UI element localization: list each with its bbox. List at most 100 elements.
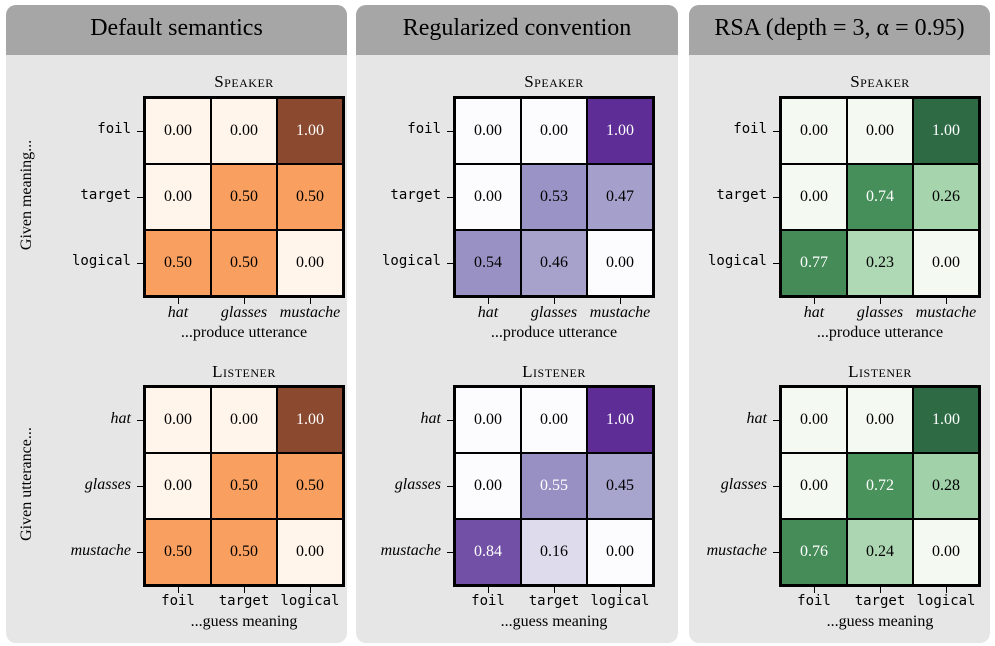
row-label: logical — [707, 253, 767, 269]
heatmap-cell: 0.76 — [781, 519, 847, 585]
heatmap-cell: 0.50 — [211, 453, 277, 519]
heatmap-cell: 0.00 — [781, 453, 847, 519]
panel-header: Default semantics — [6, 5, 347, 55]
speaker-x-caption: ...produce utterance — [180, 324, 308, 341]
heatmap-cell: 1.00 — [277, 98, 343, 164]
col-label: logical — [916, 593, 976, 609]
speaker-title: Speaker — [524, 72, 584, 91]
heatmap-cell: 0.00 — [781, 164, 847, 230]
heatmap-cell: 0.00 — [145, 453, 211, 519]
listener-x-caption: ...guess meaning — [190, 613, 298, 630]
heatmap-cell: 0.00 — [455, 453, 521, 519]
listener-x-caption: ...guess meaning — [500, 613, 608, 630]
heatmap-cell: 0.00 — [587, 230, 653, 296]
col-tick — [178, 298, 180, 304]
heatmap-cell: 0.00 — [277, 519, 343, 585]
col-label: glasses — [530, 304, 578, 321]
heatmap-cell: 0.47 — [587, 164, 653, 230]
panel-header: Regularized convention — [356, 5, 678, 55]
col-tick — [554, 587, 556, 593]
row-tick — [137, 263, 143, 265]
col-label: mustache — [915, 304, 977, 321]
col-label: hat — [803, 304, 825, 321]
heatmap-cell: 0.00 — [145, 98, 211, 164]
speaker-heatmap: 0.00 0.00 1.00 0.00 0.53 0.47 0.54 0.46 0.00 — [453, 96, 655, 298]
speaker-x-caption: ...produce utterance — [490, 324, 618, 341]
row-tick — [773, 197, 779, 199]
row-label: foil — [407, 121, 441, 137]
heatmap-cell: 0.00 — [781, 387, 847, 453]
col-tick — [310, 587, 312, 593]
col-label: foil — [797, 593, 831, 609]
heatmap-cell: 0.00 — [521, 98, 587, 164]
row-tick — [447, 263, 453, 265]
col-tick — [244, 298, 246, 304]
row-label: target — [716, 187, 767, 203]
row-label: foil — [97, 121, 131, 137]
heatmap-cell: 0.54 — [455, 230, 521, 296]
listener-title: Listener — [848, 362, 912, 381]
row-tick — [137, 197, 143, 199]
row-label: mustache — [70, 542, 131, 559]
listener-title: Listener — [212, 362, 276, 381]
row-tick — [447, 131, 453, 133]
col-tick — [880, 587, 882, 593]
row-label: mustache — [380, 542, 441, 559]
heatmap-cell: 1.00 — [277, 387, 343, 453]
panel-header: RSA (depth = 3, α = 0.95) — [689, 5, 990, 55]
heatmap-cell: 1.00 — [587, 98, 653, 164]
col-tick — [946, 587, 948, 593]
heatmap-cell: 0.00 — [587, 519, 653, 585]
row-tick — [447, 197, 453, 199]
listener-heatmap: 0.00 0.00 1.00 0.00 0.55 0.45 0.84 0.16 0.00 — [453, 385, 655, 587]
row-label: glasses — [84, 476, 131, 493]
col-label: mustache — [589, 304, 651, 321]
heatmap-cell: 0.00 — [455, 164, 521, 230]
col-label: logical — [280, 593, 340, 609]
heatmap-cell: 0.00 — [913, 230, 979, 296]
heatmap-cell: 0.50 — [277, 453, 343, 519]
speaker-title: Speaker — [214, 72, 274, 91]
col-tick — [244, 587, 246, 593]
row-tick — [447, 420, 453, 422]
speaker-y-caption: Given meaning... — [18, 139, 35, 251]
heatmap-cell: 0.50 — [211, 230, 277, 296]
panel-3: RSA (depth = 3, α = 0.95) Speaker 0.00 0.00… — [689, 5, 990, 643]
panel-title: RSA (depth = 3, α = 0.95) — [714, 15, 965, 41]
col-label: glasses — [856, 304, 904, 321]
col-tick — [620, 298, 622, 304]
col-label: target — [854, 593, 906, 609]
heatmap-cell: 0.50 — [211, 164, 277, 230]
col-tick — [488, 298, 490, 304]
col-label: foil — [471, 593, 505, 609]
row-tick — [447, 486, 453, 488]
row-label: target — [80, 187, 131, 203]
listener-title: Listener — [522, 362, 586, 381]
heatmap-cell: 0.00 — [145, 164, 211, 230]
row-tick — [773, 552, 779, 554]
heatmap-cell: 0.00 — [455, 98, 521, 164]
speaker-title: Speaker — [850, 72, 910, 91]
heatmap-cell: 1.00 — [913, 98, 979, 164]
heatmap-cell: 0.00 — [781, 98, 847, 164]
row-tick — [773, 263, 779, 265]
heatmap-cell: 0.16 — [521, 519, 587, 585]
row-label: glasses — [720, 476, 767, 493]
heatmap-cell: 0.53 — [521, 164, 587, 230]
col-label: glasses — [220, 304, 268, 321]
heatmap-cell: 0.00 — [211, 387, 277, 453]
col-label: logical — [590, 593, 650, 609]
row-tick — [773, 420, 779, 422]
heatmap-cell: 0.00 — [211, 98, 277, 164]
row-label: hat — [110, 410, 131, 427]
heatmap-cell: 0.55 — [521, 453, 587, 519]
row-label: logical — [71, 253, 131, 269]
col-label: target — [218, 593, 270, 609]
heatmap-cell: 0.46 — [521, 230, 587, 296]
row-label: foil — [733, 121, 767, 137]
col-tick — [620, 587, 622, 593]
heatmap-cell: 0.00 — [847, 98, 913, 164]
panel-2: Regularized convention Speaker 0.00 0.00 1.0… — [356, 5, 678, 643]
row-label: mustache — [706, 542, 767, 559]
col-tick — [310, 298, 312, 304]
